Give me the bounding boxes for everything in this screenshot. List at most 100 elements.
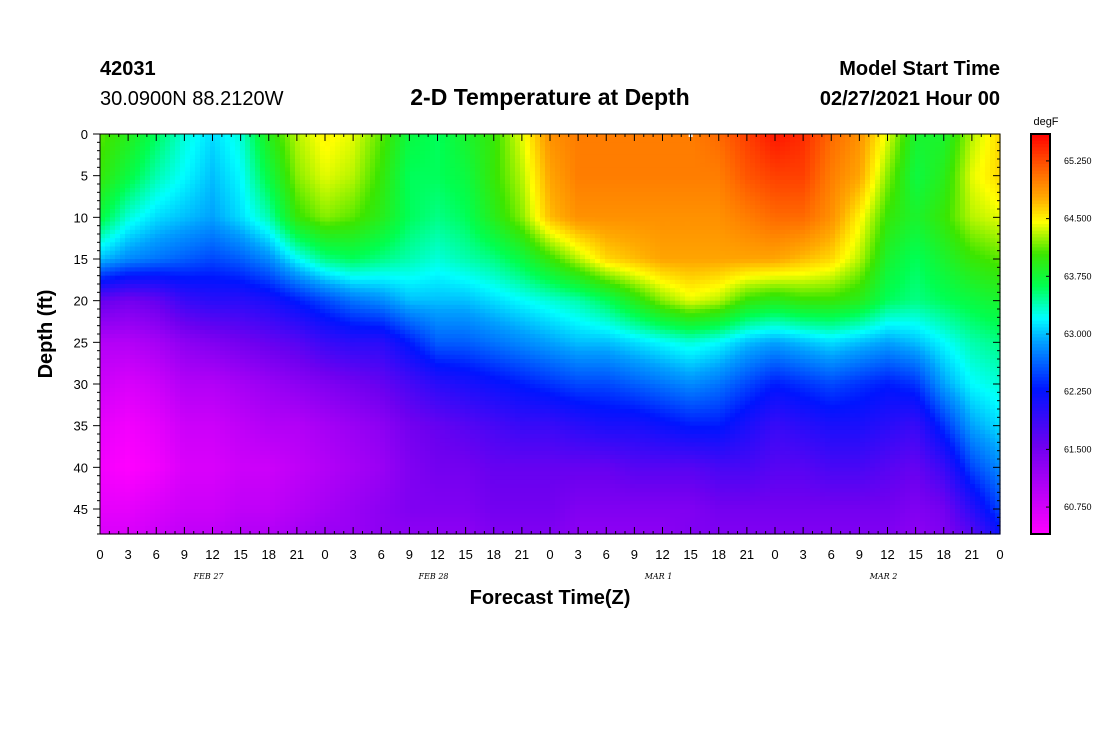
- heatmap-cell: [135, 459, 141, 464]
- heatmap-cell: [280, 425, 286, 431]
- heatmap-cell: [205, 300, 211, 306]
- heatmap-cell: [220, 204, 226, 210]
- heatmap-cell: [115, 488, 121, 493]
- heatmap-cell: [130, 159, 136, 164]
- heatmap-cell: [145, 467, 151, 473]
- heatmap-cell: [220, 196, 226, 202]
- heatmap-cell: [170, 229, 176, 235]
- heatmap-cell: [250, 350, 256, 356]
- heatmap-cell: [160, 484, 166, 489]
- heatmap-cell: [105, 271, 111, 277]
- heatmap-cell: [350, 417, 356, 423]
- heatmap-cell: [130, 134, 136, 139]
- heatmap-cell: [310, 267, 316, 273]
- heatmap-cell: [265, 184, 271, 189]
- heatmap-cell: [205, 404, 211, 410]
- heatmap-cell: [125, 459, 131, 464]
- heatmap-cell: [235, 175, 241, 181]
- heatmap-cell: [210, 279, 216, 285]
- heatmap-cell: [200, 238, 206, 243]
- heatmap-cell: [325, 413, 331, 418]
- heatmap-cell: [250, 417, 256, 423]
- heatmap-cell: [100, 342, 106, 348]
- heatmap-cell: [250, 146, 256, 152]
- heatmap-cell: [185, 192, 191, 198]
- heatmap-cell: [350, 475, 356, 481]
- heatmap-cell: [235, 204, 241, 210]
- heatmap-cell: [110, 288, 116, 293]
- heatmap-cell: [315, 292, 321, 298]
- heatmap-cell: [135, 496, 141, 502]
- heatmap-cell: [325, 292, 331, 298]
- heatmap-cell: [165, 409, 171, 414]
- heatmap-cell: [225, 521, 231, 527]
- heatmap-cell: [200, 454, 206, 460]
- heatmap-cell: [235, 150, 241, 156]
- heatmap-cell: [250, 517, 256, 523]
- heatmap-cell: [120, 371, 126, 377]
- heatmap-cell: [290, 467, 296, 473]
- heatmap-cell: [175, 354, 181, 360]
- heatmap-cell: [125, 463, 131, 468]
- heatmap-cell: [195, 204, 201, 210]
- heatmap-cell: [100, 134, 106, 139]
- heatmap-cell: [230, 434, 236, 439]
- heatmap-cell: [300, 171, 306, 177]
- heatmap-cell: [310, 438, 316, 443]
- heatmap-cell: [120, 504, 126, 510]
- heatmap-cell: [255, 509, 261, 514]
- heatmap-cell: [190, 184, 196, 189]
- heatmap-cell: [230, 288, 236, 293]
- heatmap-cell: [250, 388, 256, 393]
- heatmap-cell: [185, 171, 191, 177]
- heatmap-cell: [195, 209, 201, 214]
- heatmap-cell: [280, 400, 286, 406]
- heatmap-cell: [250, 421, 256, 427]
- heatmap-cell: [105, 379, 111, 385]
- heatmap-cell: [130, 317, 136, 323]
- heatmap-cell: [155, 325, 161, 331]
- heatmap-cell: [310, 434, 316, 439]
- heatmap-cell: [270, 138, 276, 143]
- heatmap-cell: [320, 304, 326, 310]
- heatmap-cell: [125, 271, 131, 277]
- heatmap-cell: [290, 188, 296, 193]
- heatmap-cell: [190, 367, 196, 373]
- heatmap-cell: [345, 392, 351, 398]
- heatmap-cell: [310, 304, 316, 310]
- heatmap-cell: [145, 509, 151, 514]
- heatmap-cell: [245, 179, 251, 185]
- heatmap-cell: [355, 367, 361, 373]
- heatmap-cell: [160, 338, 166, 343]
- heatmap-cell: [290, 192, 296, 198]
- heatmap-cell: [205, 142, 211, 148]
- heatmap-cell: [305, 209, 311, 214]
- heatmap-cell: [350, 421, 356, 427]
- heatmap-cell: [285, 175, 291, 181]
- heatmap-cell: [245, 159, 251, 164]
- heatmap-cell: [135, 488, 141, 493]
- heatmap-cell: [340, 467, 346, 473]
- heatmap-cell: [255, 134, 261, 139]
- heatmap-cell: [330, 229, 336, 235]
- heatmap-cell: [170, 484, 176, 489]
- heatmap-cell: [270, 288, 276, 293]
- heatmap-cell: [205, 242, 211, 248]
- heatmap-cell: [115, 167, 121, 173]
- heatmap-cell: [230, 513, 236, 518]
- heatmap-cell: [175, 309, 181, 314]
- heatmap-cell: [345, 167, 351, 173]
- heatmap-cell: [210, 175, 216, 181]
- heatmap-cell: [335, 296, 341, 302]
- heatmap-cell: [345, 484, 351, 489]
- heatmap-cell: [195, 142, 201, 148]
- heatmap-cell: [270, 279, 276, 285]
- heatmap-cell: [200, 525, 206, 531]
- heatmap-cell: [345, 513, 351, 518]
- heatmap-cell: [120, 175, 126, 181]
- heatmap-cell: [150, 434, 156, 439]
- heatmap-cell: [275, 288, 281, 293]
- heatmap-cell: [175, 184, 181, 189]
- heatmap-cell: [200, 159, 206, 164]
- heatmap-cell: [315, 217, 321, 223]
